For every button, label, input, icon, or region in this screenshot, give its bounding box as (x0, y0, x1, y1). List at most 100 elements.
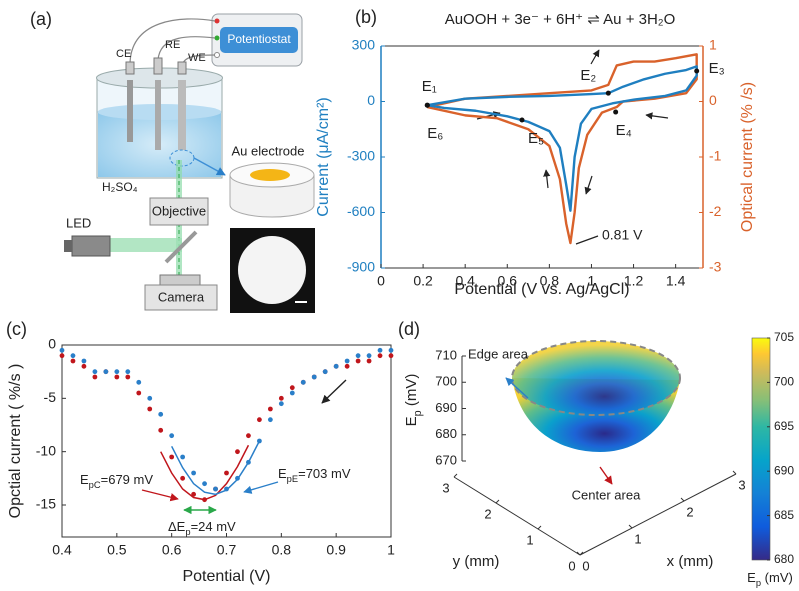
x-tick (576, 551, 581, 556)
x-tick-label: 0.8 (272, 542, 292, 558)
leader-line (575, 235, 599, 245)
beam-splitter (164, 230, 198, 264)
z-axis-label: Ep (mV) (403, 374, 424, 427)
colorbar-tick-label: 680 (774, 552, 794, 566)
annotation-tail: =24 mV (191, 519, 236, 534)
data-point (169, 454, 175, 460)
data-point (377, 353, 383, 359)
data-point (213, 486, 218, 492)
counter-electrode (127, 80, 133, 142)
y2-tick-label: 1 (709, 37, 717, 53)
data-point (366, 358, 372, 364)
y-tick-label: -15 (36, 496, 56, 512)
potentiostat-screen (220, 27, 298, 53)
x-axis (579, 473, 737, 556)
y-axis-label: Opctial current ( %/s ) (7, 364, 24, 519)
micrograph-electrode (238, 236, 306, 304)
colorbar (751, 337, 771, 561)
terminal (214, 18, 220, 24)
data-point (191, 491, 197, 497)
x-tick-label: 0.4 (455, 273, 475, 289)
x-tick-label: 0.5 (107, 542, 127, 558)
x-tick-label: 0.7 (217, 542, 237, 558)
zoom-arrow (193, 157, 226, 176)
data-point (180, 475, 186, 481)
data-point (344, 358, 350, 364)
z-tick-label: 700 (435, 374, 457, 389)
objective (149, 197, 209, 226)
data-point (202, 481, 207, 487)
y-axis (453, 476, 581, 556)
center-arrow (599, 466, 613, 485)
y-tick-label: -10 (36, 442, 56, 458)
colorbar-label-base: E (747, 570, 756, 585)
we-label: WE (188, 52, 206, 64)
data-point (136, 379, 142, 385)
objective-label: Objective (152, 203, 206, 218)
y-tick-label: 3 (442, 480, 449, 495)
y-tick (579, 551, 584, 556)
data-point (180, 454, 186, 460)
terminal (214, 52, 220, 58)
y-axis-label: Current (μA/cm²) (315, 97, 332, 216)
reference-electrode (155, 80, 161, 150)
y-tick (495, 499, 500, 504)
colorbar-label: Ep (mV) (747, 570, 793, 588)
data-point (147, 395, 153, 401)
data-point (235, 449, 240, 455)
panel-b-arrows (476, 49, 669, 245)
x-tick-label: 0.2 (413, 273, 433, 289)
annotation-sub: pE (287, 474, 298, 484)
fit-line (160, 444, 250, 501)
annotation: Center area (572, 487, 641, 502)
annotation: ΔEp=24 mV (168, 519, 236, 537)
data-point (355, 358, 361, 364)
y-tick-label: 300 (352, 37, 376, 53)
pc-arrow (141, 489, 179, 502)
fit-line (170, 440, 261, 496)
data-point (322, 369, 328, 375)
point-label: E₃ (709, 60, 725, 77)
terminal (214, 35, 220, 41)
data-point (289, 390, 295, 396)
electrode-cap (153, 57, 163, 75)
colorbar-tick-label: 695 (774, 419, 794, 433)
data-point (289, 385, 295, 391)
surface-top (512, 341, 680, 415)
y2-tick-label: -3 (709, 259, 722, 275)
led (71, 235, 111, 257)
y-tick-label: 2 (484, 506, 491, 521)
annotation: EpC=679 mV (80, 472, 153, 490)
data-point (103, 369, 109, 375)
series-line (427, 53, 698, 245)
data-point (267, 417, 273, 423)
peak-label: 0.81 V (602, 227, 643, 243)
camera (144, 284, 218, 311)
x-tick-label: 1 (588, 273, 596, 289)
colorbar-tick-label: 690 (774, 463, 794, 477)
annotation-sub: p (185, 527, 190, 537)
data-point (246, 433, 251, 439)
panel-label: (d) (398, 319, 420, 339)
camera-top (159, 274, 201, 286)
y2-axis-label: Optical current (% /s) (739, 82, 756, 232)
data-point (114, 374, 120, 380)
x-tick-label: 0.9 (326, 542, 346, 558)
point-label: E₁ (422, 78, 437, 95)
panel-d-surface (505, 340, 681, 485)
data-point (125, 369, 131, 375)
annotation: EpE=703 mV (278, 466, 351, 484)
panel-label: (b) (355, 7, 377, 27)
annotation-base: E (80, 472, 89, 487)
y-tick-label: -600 (347, 203, 375, 219)
z-tick-label: 680 (435, 426, 457, 441)
colorbar-label-tail: (mV) (761, 570, 793, 585)
data-point (300, 379, 306, 385)
data-point (92, 374, 98, 380)
data-point (92, 369, 98, 375)
annotation-base: ΔE (168, 519, 186, 534)
point-label: E₂ (580, 67, 596, 84)
y2-tick-label: -2 (709, 203, 722, 219)
led-label: LED (66, 215, 91, 230)
